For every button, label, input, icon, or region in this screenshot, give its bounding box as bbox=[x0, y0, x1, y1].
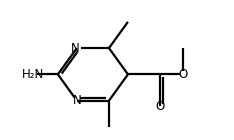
Text: N: N bbox=[73, 94, 81, 107]
Text: N: N bbox=[71, 42, 80, 55]
Text: O: O bbox=[179, 68, 188, 81]
Text: H₂N: H₂N bbox=[22, 68, 44, 81]
Text: O: O bbox=[155, 100, 165, 113]
